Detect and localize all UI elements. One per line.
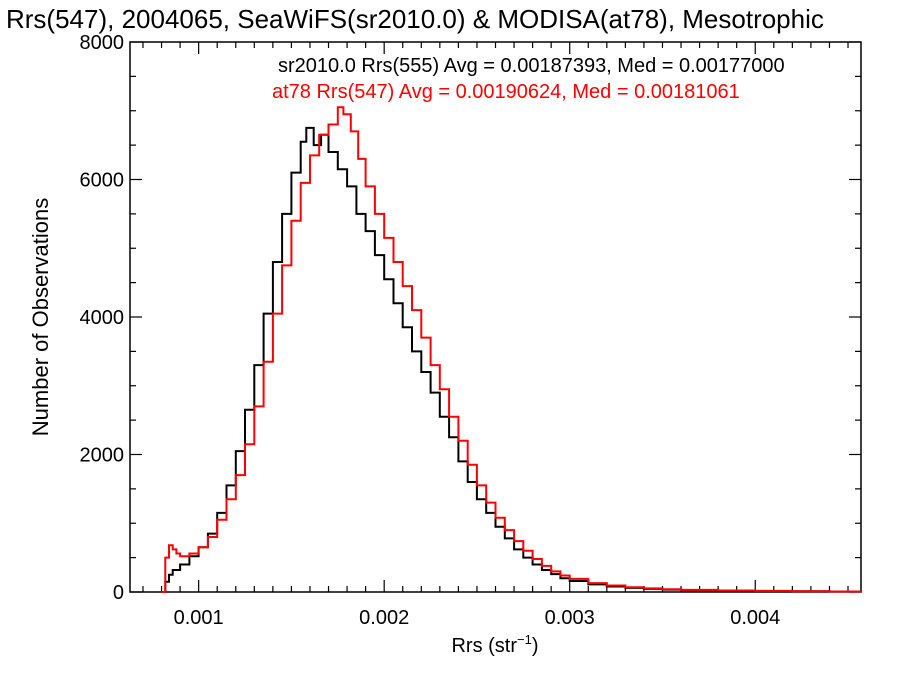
x-axis-label-main: Rrs (str <box>451 635 517 657</box>
series-line-red <box>161 106 862 593</box>
y-tick-label: 6000 <box>80 170 125 192</box>
x-tick-label: 0.004 <box>730 607 780 629</box>
x-tick-label: 0.002 <box>359 607 409 629</box>
chart-title: Rrs(547), 2004065, SeaWiFS(sr2010.0) & M… <box>6 4 824 34</box>
series-line-black <box>161 126 862 593</box>
x-tick-label: 0.003 <box>545 607 595 629</box>
y-axis-label: Number of Observations <box>28 198 53 436</box>
legend-entry-black: sr2010.0 Rrs(555) Avg = 0.00187393, Med … <box>278 55 785 77</box>
y-tick-label: 8000 <box>80 32 125 54</box>
x-axis-label-superscript: −1 <box>517 632 532 647</box>
x-axis-label-close: ) <box>532 635 539 657</box>
y-tick-label: 4000 <box>80 307 125 329</box>
legend-entry-red: at78 Rrs(547) Avg = 0.00190624, Med = 0.… <box>272 81 740 103</box>
axis-tick-labels: 0.001 0.002 0.003 0.004 0 2000 4000 6000 8000 <box>80 32 781 629</box>
series-lines <box>161 106 862 593</box>
y-tick-label: 2000 <box>80 445 125 467</box>
x-tick-label: 0.001 <box>174 607 224 629</box>
x-axis-label: Rrs (str−1) <box>451 632 538 657</box>
y-tick-label: 0 <box>113 582 124 604</box>
